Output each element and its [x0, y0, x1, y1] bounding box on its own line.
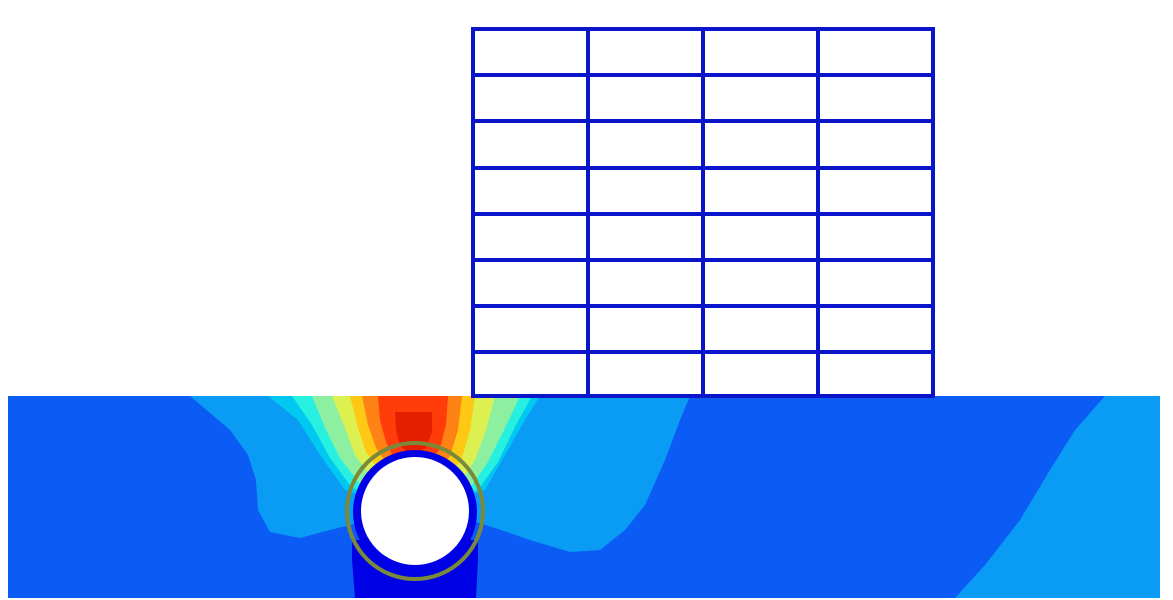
- tunnel: [345, 441, 485, 581]
- building-frame: [471, 27, 935, 398]
- tunnel-lining: [345, 441, 485, 581]
- contour-right-light: [955, 396, 1160, 598]
- tunnel-opening: [361, 457, 469, 565]
- soil-domain: [8, 396, 1160, 598]
